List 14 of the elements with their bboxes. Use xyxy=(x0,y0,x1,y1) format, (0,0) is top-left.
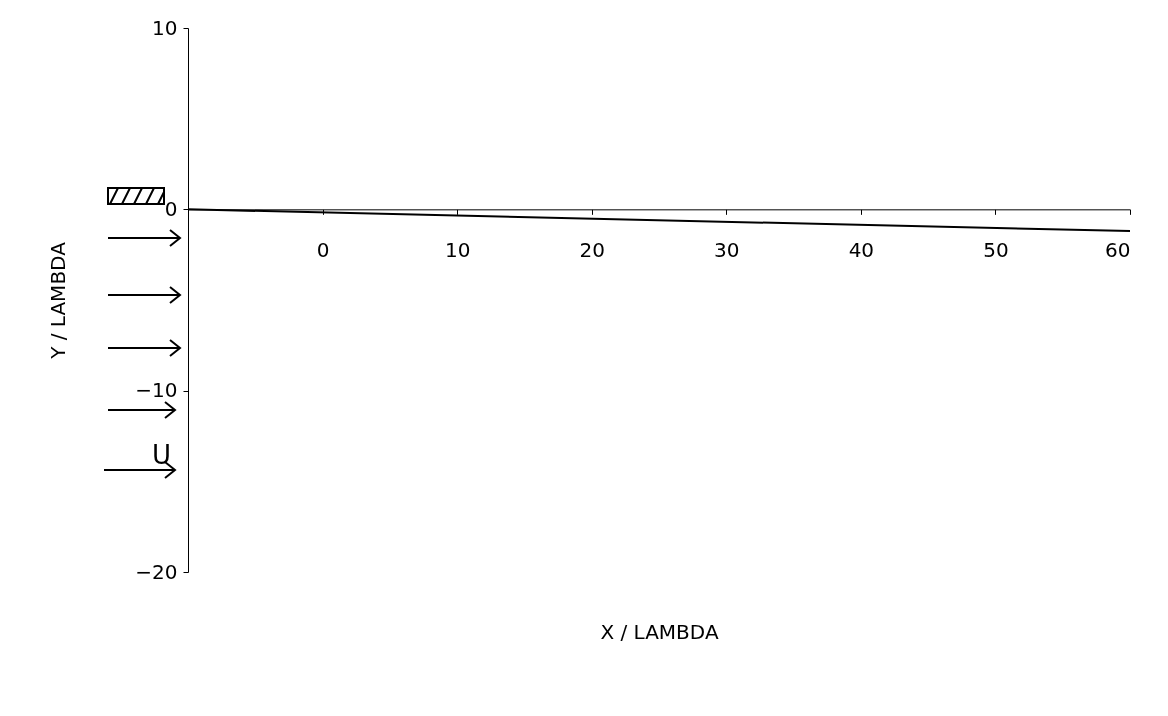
x-tick-label: 60 xyxy=(1105,237,1131,262)
y-axis-title: Y / LAMBDA xyxy=(45,241,70,360)
x-tick-label: 50 xyxy=(983,237,1009,262)
x-tick-label: 30 xyxy=(714,237,740,262)
x-tick-label: 40 xyxy=(848,237,875,262)
y-tick-label: 10 xyxy=(152,15,178,40)
y-tick-label: −10 xyxy=(135,378,178,403)
text: U xyxy=(152,440,172,470)
x-tick-label: 20 xyxy=(579,237,605,262)
y-tick-label: 0 xyxy=(164,196,178,221)
x-axis-title: X / LAMBDA xyxy=(600,619,719,644)
y-tick-label: −20 xyxy=(135,559,178,584)
x-tick-label: 10 xyxy=(444,237,471,262)
x-tick-label: 0 xyxy=(316,237,330,262)
